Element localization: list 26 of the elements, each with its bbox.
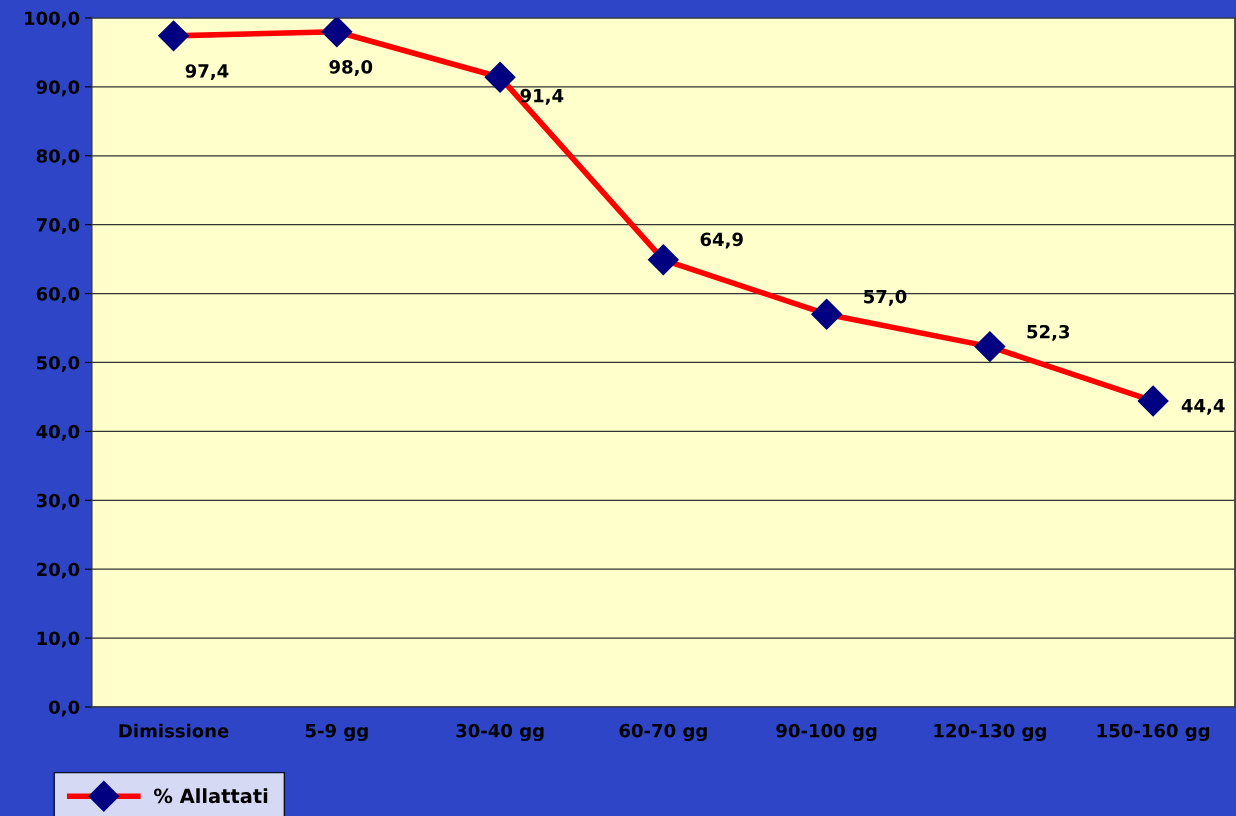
y-tick-label: 90,0 (36, 80, 80, 97)
data-label: 64,9 (700, 232, 743, 249)
y-tick-label: 50,0 (37, 355, 80, 372)
x-tick-label: 150-160 gg (1097, 723, 1210, 742)
data-label: 97,4 (185, 64, 229, 81)
y-tick-label: 80,0 (36, 149, 80, 166)
y-tick-label: 70,0 (36, 218, 80, 235)
legend-label: % Allattati (154, 788, 268, 804)
x-tick-label: 5-9 gg (305, 723, 368, 742)
x-tick-label: Dimissione (119, 723, 229, 738)
y-tick-label: 40,0 (36, 424, 80, 441)
y-tick-label: 60,0 (36, 287, 80, 303)
y-tick-label: 30,0 (36, 493, 80, 510)
data-label: 57,0 (864, 289, 907, 306)
y-tick-label: 20,0 (37, 562, 80, 579)
y-tick-label: 10,0 (37, 631, 80, 648)
y-tick-label: 100,0 (25, 11, 80, 28)
data-label: 91,4 (520, 88, 564, 105)
x-tick-label: 90-100 gg (776, 723, 877, 742)
data-label: 44,4 (1181, 399, 1225, 415)
x-tick-label: 30-40 gg (456, 723, 544, 742)
x-tick-label: 60-70 gg (619, 723, 707, 742)
x-tick-label: 120-130 gg (934, 723, 1046, 742)
y-tick-label: 0,0 (49, 700, 80, 717)
data-label: 52,3 (1027, 324, 1070, 341)
data-label: 98,0 (329, 60, 373, 76)
